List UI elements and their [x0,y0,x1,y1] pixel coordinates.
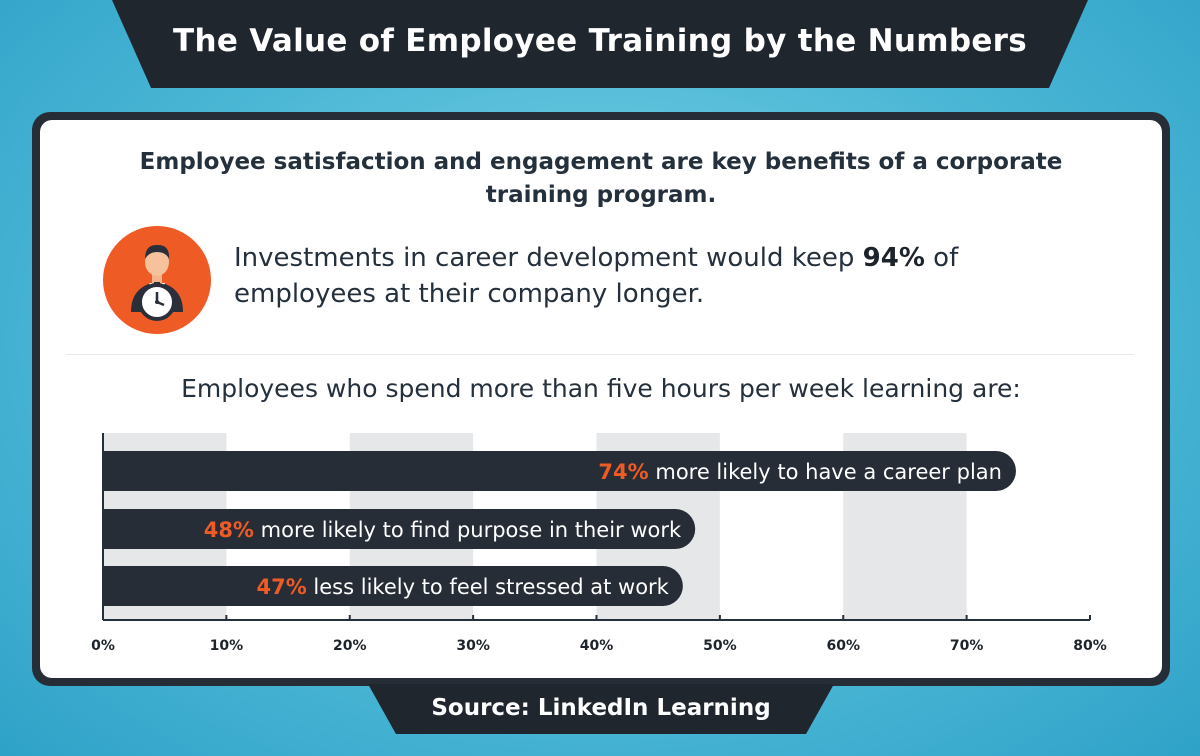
bar-value-label: 48% [204,518,254,542]
bar [103,509,696,549]
title-banner: The Value of Employee Training by the Nu… [112,0,1088,88]
x-tick-label: 80% [1073,638,1107,654]
bar-description: more likely to have a career plan [649,460,1002,484]
chart-heading: Employees who spend more than five hours… [181,374,1021,403]
bar-description: less likely to feel stressed at work [307,575,670,599]
x-tick-label: 0% [91,638,115,654]
bar-value-label: 74% [598,460,648,484]
divider [66,354,1134,355]
x-tick-label: 70% [950,638,984,654]
x-tick-label: 10% [210,638,244,654]
bar-description: more likely to find purpose in their wor… [254,518,682,542]
bar-label: 47% less likely to feel stressed at work [256,575,669,599]
bar [103,451,1016,492]
source-label: Source: LinkedIn Learning [431,695,771,721]
x-tick-label: 50% [703,638,737,654]
statement-after: of employees at their company longer. [234,243,959,309]
x-tick-label: 20% [333,638,367,654]
x-tick-label: 30% [456,638,490,654]
x-tick-label: 60% [826,638,860,654]
retention-value: 94% [862,243,925,273]
page-title: The Value of Employee Training by the Nu… [173,23,1027,59]
businessman-clock-icon [103,226,211,334]
source-banner: Source: LinkedIn Learning [368,684,834,734]
bar-label: 74% more likely to have a career plan [598,460,1002,484]
bar [103,566,683,606]
x-tick-label: 40% [580,638,614,654]
subtitle: Employee satisfaction and engagement are… [139,149,1063,208]
bar-label: 48% more likely to find purpose in their… [204,518,682,542]
bar-value-label: 47% [256,575,306,599]
statement-before: Investments in career development would … [234,243,863,273]
retention-statement: Investments in career development would … [234,240,1074,312]
